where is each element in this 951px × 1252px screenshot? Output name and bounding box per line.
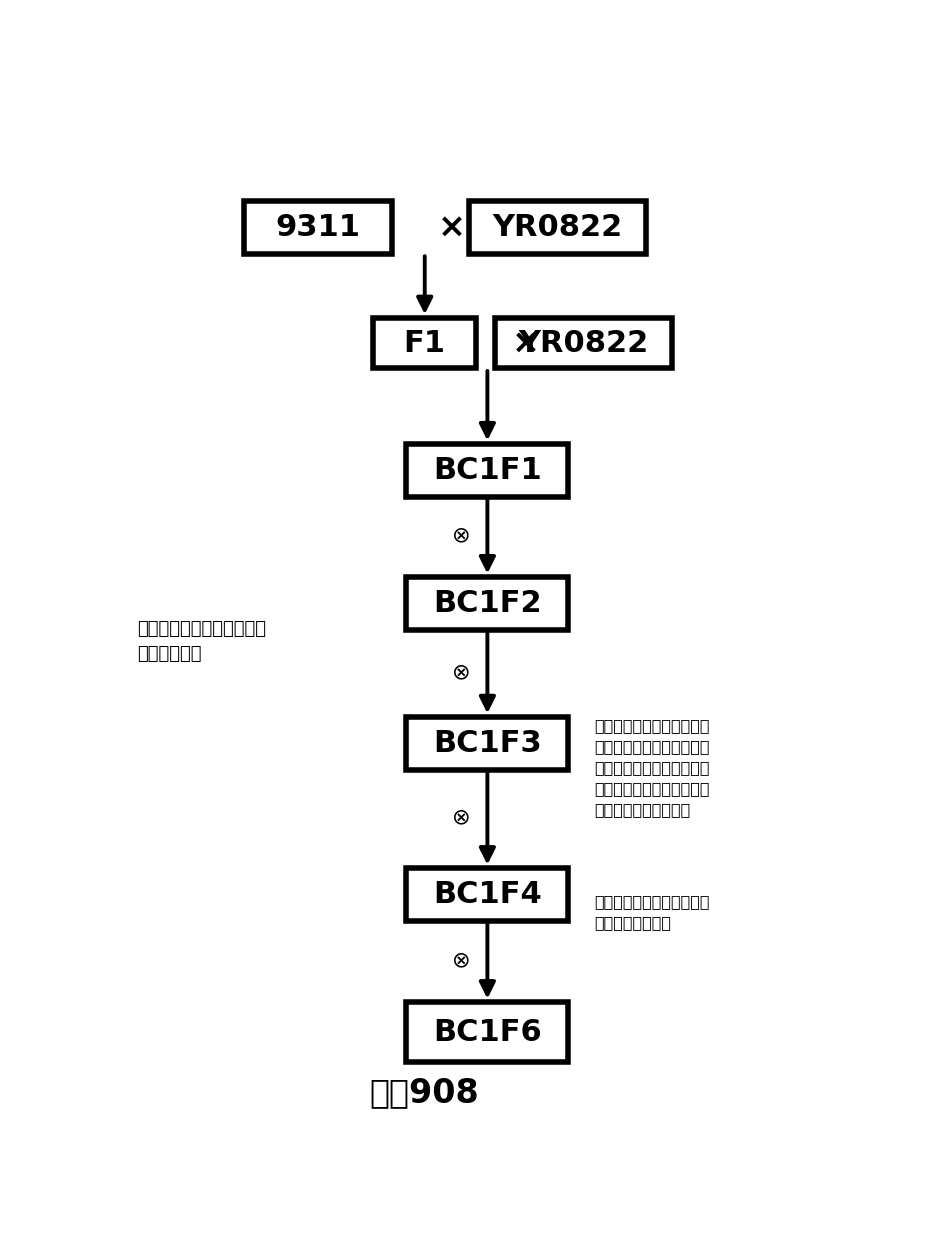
FancyBboxPatch shape [406, 577, 569, 630]
FancyBboxPatch shape [244, 200, 392, 254]
Text: 荃恢908: 荃恢908 [370, 1077, 479, 1109]
Text: ×: × [438, 210, 466, 244]
FancyBboxPatch shape [406, 868, 569, 921]
Text: BC1F4: BC1F4 [433, 880, 542, 909]
FancyBboxPatch shape [406, 716, 569, 770]
Text: F1: F1 [404, 328, 446, 358]
FancyBboxPatch shape [469, 200, 646, 254]
Text: YR0822: YR0822 [493, 213, 623, 242]
Text: BC1F2: BC1F2 [433, 588, 542, 617]
FancyBboxPatch shape [406, 443, 569, 497]
Text: BC1F1: BC1F1 [433, 456, 542, 485]
Text: ⊗: ⊗ [453, 950, 471, 970]
Text: 方法同上继续进行全基因组
选择和配合力筛选: 方法同上继续进行全基因组 选择和配合力筛选 [594, 894, 709, 930]
FancyBboxPatch shape [406, 1003, 569, 1062]
Text: 9311: 9311 [276, 213, 360, 242]
FancyBboxPatch shape [495, 318, 671, 368]
Text: 择优选择含双亲优良性状的
单株进行混收: 择优选择含双亲优良性状的 单株进行混收 [137, 621, 266, 664]
Text: 分子标记筛选含纯合育性恢
复基因的单株，进行全基因
组选择，聚合双亲优良性状
且遗传背景与目标性状更近
的单株进行配合力筛选: 分子标记筛选含纯合育性恢 复基因的单株，进行全基因 组选择，聚合双亲优良性状 且… [594, 717, 709, 816]
Text: YR0822: YR0822 [518, 328, 649, 358]
FancyBboxPatch shape [373, 318, 476, 368]
Text: ⊗: ⊗ [453, 526, 471, 546]
Text: ⊗: ⊗ [453, 662, 471, 682]
Text: BC1F3: BC1F3 [433, 729, 542, 757]
Text: BC1F6: BC1F6 [433, 1018, 542, 1047]
Text: ⊗: ⊗ [453, 808, 471, 828]
Text: ×: × [512, 327, 540, 359]
